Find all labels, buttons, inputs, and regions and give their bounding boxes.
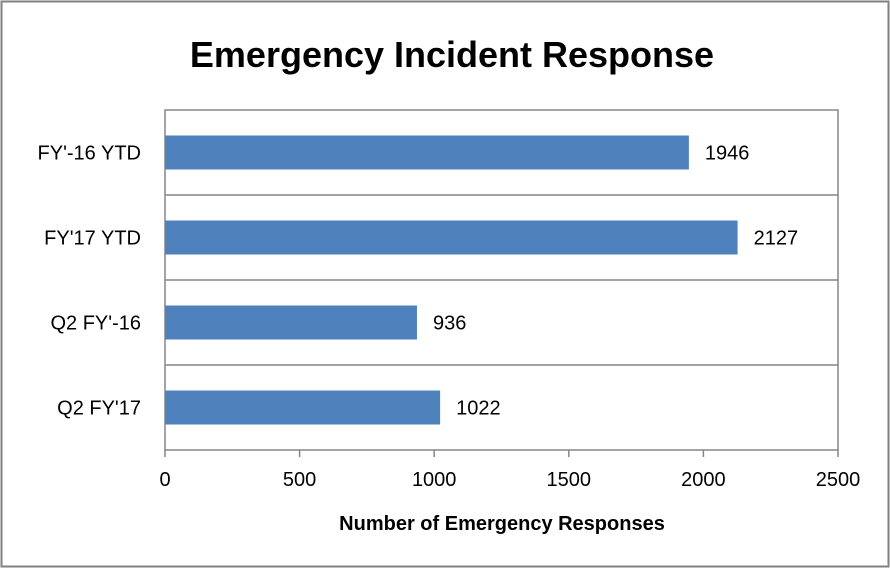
bars-layer — [165, 135, 738, 425]
x-tick-label: 2500 — [816, 469, 861, 491]
bar-4 — [165, 390, 441, 425]
chart-title: Emergency Incident Response — [190, 34, 714, 75]
x-axis-title: Number of Emergency Responses — [339, 513, 665, 535]
x-tick-label: 1500 — [547, 469, 592, 491]
x-tick-label: 1000 — [412, 469, 457, 491]
category-label: FY'-16 YTD — [38, 143, 141, 165]
x-tick-label: 2000 — [681, 469, 726, 491]
category-labels: FY'-16 YTD FY'17 YTD Q2 FY'-16 Q2 FY'17 — [38, 143, 141, 420]
data-label: 2127 — [754, 228, 799, 250]
data-label: 936 — [433, 313, 466, 335]
bar-3 — [165, 305, 417, 340]
x-tick-label: 500 — [283, 469, 316, 491]
grid-layer — [165, 194, 838, 366]
bar-2 — [165, 220, 738, 255]
data-label: 1946 — [705, 143, 750, 165]
x-tick-label: 0 — [159, 469, 170, 491]
category-label: Q2 FY'-16 — [50, 313, 141, 335]
bar-1 — [165, 135, 689, 170]
category-label: Q2 FY'17 — [57, 398, 141, 420]
data-labels: 1946 2127 936 1022 — [433, 143, 798, 420]
data-label: 1022 — [456, 398, 501, 420]
category-label: FY'17 YTD — [44, 228, 141, 250]
x-axis: 0 500 1000 1500 2000 2500 — [159, 450, 860, 491]
